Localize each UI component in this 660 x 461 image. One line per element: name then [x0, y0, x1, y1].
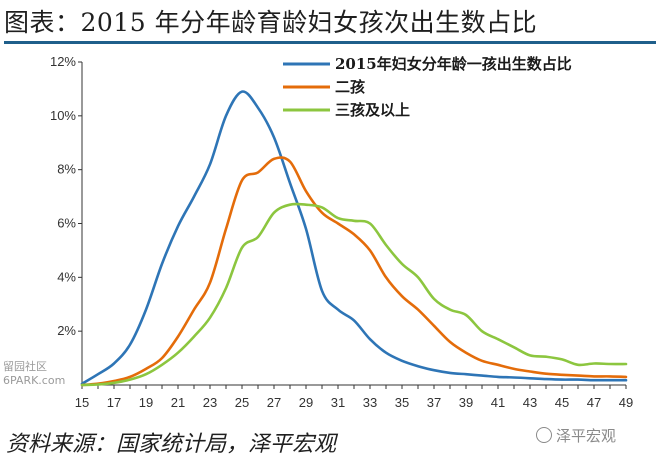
series-line-3 — [80, 202, 628, 387]
legend-label-3: 三孩及以上 — [335, 101, 410, 119]
chart-series-lines — [80, 90, 628, 387]
y-tick-label: 6% — [57, 216, 76, 231]
watermark-line-2: 6PARK.com — [3, 374, 66, 387]
x-tick-label: 31 — [331, 395, 345, 410]
legend-label-1: 2015年妇女分年龄一孩出生数占比 — [335, 55, 572, 73]
source-note: 资料来源：国家统计局，泽平宏观 — [6, 432, 337, 457]
y-tick-label: 2% — [57, 323, 76, 338]
x-tick-label: 43 — [523, 395, 537, 410]
watermark-line-1: 留园社区 — [3, 360, 47, 373]
x-tick-label: 25 — [235, 395, 249, 410]
x-tick-label: 21 — [171, 395, 185, 410]
series-line-2 — [80, 156, 628, 387]
x-tick-label: 49 — [619, 395, 633, 410]
x-tick-label: 19 — [139, 395, 153, 410]
y-tick-label: 8% — [57, 162, 76, 177]
x-tick-label: 45 — [555, 395, 569, 410]
watermark-6park: 留园社区 6PARK.com — [3, 360, 65, 388]
title-underline — [4, 41, 656, 44]
watermark-zeping: 泽平宏观 — [536, 425, 616, 446]
chart-title: 图表：2015 年分年龄育龄妇女孩次出生数占比 — [4, 8, 538, 37]
y-tick-label: 12% — [50, 54, 76, 69]
x-tick-label: 41 — [491, 395, 505, 410]
watermark-text: 泽平宏观 — [556, 427, 617, 445]
x-tick-label: 17 — [107, 395, 121, 410]
wechat-icon — [536, 427, 552, 443]
y-tick-label: 10% — [50, 108, 76, 123]
chart-axes: 2% 4% 6% 8% 10% 12% 15 17 19 21 23 25 27 29 31 33 35 37 39… — [50, 54, 633, 410]
x-tick-label: 35 — [395, 395, 409, 410]
x-tick-label: 33 — [363, 395, 377, 410]
series-line-1 — [80, 90, 628, 385]
x-tick-label: 23 — [203, 395, 217, 410]
x-tick-label: 15 — [75, 395, 89, 410]
x-tick-label: 29 — [299, 395, 313, 410]
x-tick-label: 39 — [459, 395, 473, 410]
x-tick-label: 47 — [587, 395, 601, 410]
x-tick-label: 27 — [267, 395, 281, 410]
x-tick-label: 37 — [427, 395, 441, 410]
y-tick-label: 4% — [57, 269, 76, 284]
legend-label-2: 二孩 — [335, 78, 365, 96]
